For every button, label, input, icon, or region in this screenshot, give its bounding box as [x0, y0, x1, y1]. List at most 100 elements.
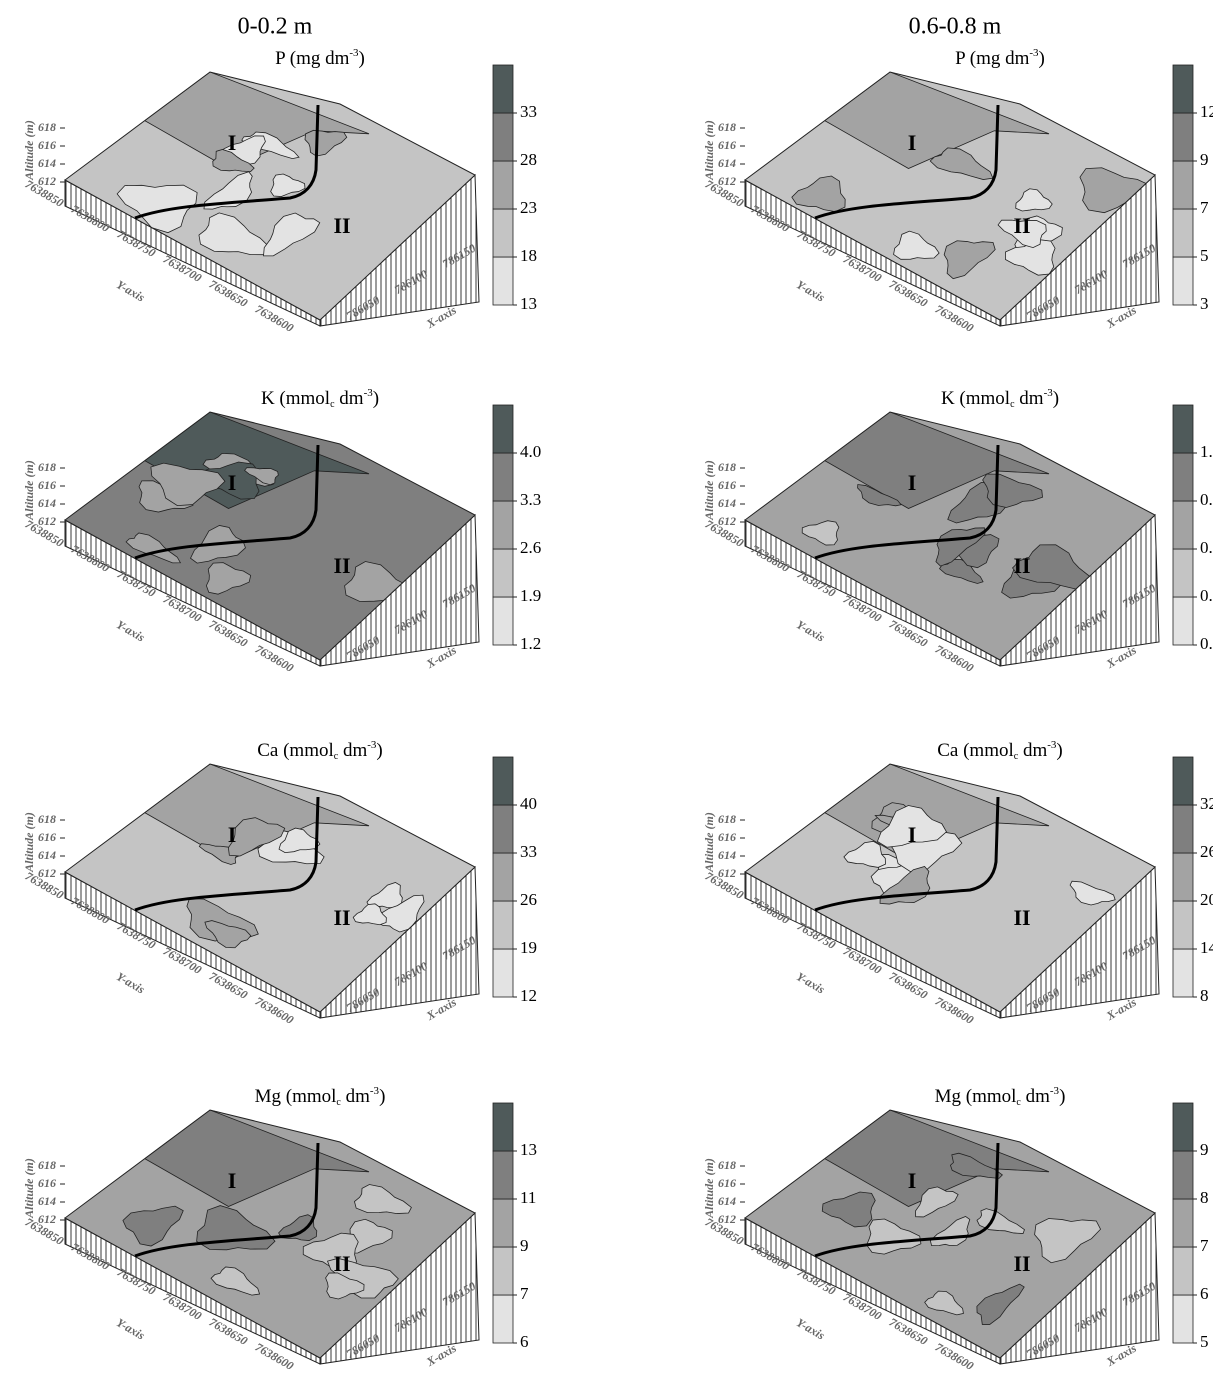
colorbar-tick-label: 6 — [1200, 1284, 1209, 1303]
colorbar-tick-label: 11 — [520, 1188, 536, 1207]
z-tick-label: 618 — [38, 460, 56, 474]
colorbar-tick-label: 33 — [520, 102, 537, 121]
title-part: ) — [1056, 740, 1062, 761]
axis-title: Altitude (m) — [702, 120, 716, 181]
contour-region — [938, 558, 984, 584]
z-tick-label: 616 — [38, 1176, 56, 1190]
colorbar-band — [1172, 804, 1194, 854]
colorbar-band — [492, 756, 514, 806]
z-tick-label: 612 — [38, 1212, 56, 1226]
colorbar-tick-label: 0.7 — [1200, 538, 1213, 557]
title-part: dm — [1015, 388, 1044, 409]
zone-label: I — [228, 1168, 237, 1193]
zone-label: I — [908, 130, 917, 155]
contour-region — [244, 467, 279, 486]
colorbar-band — [492, 1294, 514, 1344]
title-part: -3 — [370, 1085, 380, 1097]
colorbar-tick-label: 3 — [1200, 294, 1209, 313]
colorbar-tick-label: 26 — [1200, 842, 1213, 861]
colorbar-tick-label: 7 — [1200, 1236, 1209, 1255]
colorbar-tick-label: 12 — [520, 986, 537, 1005]
contour-region — [929, 147, 994, 180]
surface-top — [745, 764, 1155, 1012]
z-tick-label: 614 — [718, 1194, 736, 1208]
surface-outline — [64, 411, 476, 661]
title-part: c — [330, 399, 335, 410]
colorbar-band — [1172, 1198, 1194, 1248]
z-tick-label: 616 — [718, 478, 736, 492]
z-tick-label: 618 — [718, 1158, 736, 1172]
z-tick-label: 612 — [718, 514, 736, 528]
title-part: ) — [379, 1086, 385, 1107]
axis-title: Altitude (m) — [22, 460, 36, 521]
axis-title: Y-axis — [794, 969, 827, 996]
colorbar-band — [492, 596, 514, 646]
contour-region — [212, 149, 255, 172]
z-tick-label: 614 — [718, 848, 736, 862]
contour-region — [366, 882, 403, 909]
colorbar-tick-label: 9 — [1200, 150, 1209, 169]
colorbar-tick-label: 9 — [520, 1236, 529, 1255]
z-tick-label: 616 — [38, 138, 56, 152]
title-part: Ca (mmol — [937, 740, 1014, 761]
panel-title: K (mmolc dm-3) — [941, 387, 1059, 411]
z-tick-label: 612 — [38, 514, 56, 528]
colorbar-tick-label: 40 — [520, 794, 537, 813]
contour-region — [203, 171, 253, 210]
axis-title: Y-axis — [114, 1315, 147, 1342]
title-part: dm — [338, 740, 367, 761]
z-tick-label: 616 — [38, 830, 56, 844]
z-tick-label: 618 — [718, 812, 736, 826]
stream-line — [814, 1142, 1000, 1258]
zone-label: II — [1013, 553, 1030, 578]
z-tick-label: 616 — [718, 830, 736, 844]
title-part: Mg (mmol — [935, 1086, 1017, 1107]
colorbar-tick-label: 23 — [520, 198, 537, 217]
colorbar-band — [492, 160, 514, 210]
zone-label: I — [228, 130, 237, 155]
surface-outline — [64, 1109, 476, 1359]
title-part: ) — [359, 48, 365, 69]
surface-top — [65, 764, 475, 1012]
contour-region — [150, 462, 226, 507]
colorbar-band — [1172, 404, 1194, 454]
colorbar-tick-label: 1.2 — [520, 634, 541, 653]
title-part: c — [1014, 751, 1019, 762]
surface-top — [65, 1110, 475, 1358]
contour-region — [263, 212, 321, 257]
z-tick-label: 614 — [718, 496, 736, 510]
axis-title: Y-axis — [114, 617, 147, 644]
axis-title: Y-axis — [794, 277, 827, 304]
colorbar-band — [492, 64, 514, 114]
colorbar-band — [1172, 852, 1194, 902]
axis-title: Y-axis — [794, 1315, 827, 1342]
contour-region — [326, 1257, 399, 1299]
surface-top — [745, 72, 1155, 320]
zone-label: I — [908, 470, 917, 495]
z-tick-label: 612 — [38, 174, 56, 188]
zone-label: I — [908, 1168, 917, 1193]
z-tick-label: 618 — [38, 812, 56, 826]
colorbar-band — [1172, 452, 1194, 502]
z-tick-label: 614 — [38, 496, 56, 510]
colorbar-band — [1172, 112, 1194, 162]
contour-region — [125, 532, 182, 564]
contour-region — [997, 219, 1047, 249]
zone-label: II — [333, 905, 350, 930]
colorbar-tick-label: 14 — [1200, 938, 1213, 957]
z-tick-label: 618 — [718, 460, 736, 474]
colorbar-band — [1172, 500, 1194, 550]
colorbar-tick-label: 32 — [1200, 794, 1213, 813]
colorbar-tick-label: 0.5 — [1200, 586, 1213, 605]
z-tick-label: 618 — [718, 120, 736, 134]
column-heading: 0.6-0.8 m — [909, 14, 1002, 40]
colorbar-band — [492, 208, 514, 258]
title-part: c — [334, 751, 339, 762]
z-tick-label: 614 — [38, 156, 56, 170]
colorbar-tick-label: 4.0 — [520, 442, 541, 461]
zone-label: II — [333, 553, 350, 578]
